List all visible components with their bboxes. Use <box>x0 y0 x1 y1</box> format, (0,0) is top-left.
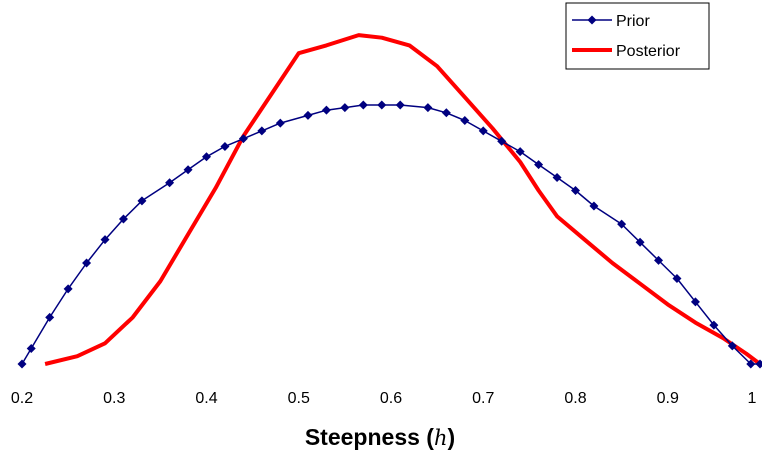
data-point <box>45 312 55 322</box>
series-prior <box>17 100 762 369</box>
data-point <box>358 100 368 110</box>
data-point <box>257 126 267 136</box>
data-point <box>727 341 737 351</box>
legend-box <box>565 2 710 70</box>
series-posterior <box>44 33 762 366</box>
data-point <box>709 320 719 330</box>
data-point <box>755 359 762 369</box>
x-tick-label: 0.3 <box>103 390 125 407</box>
data-point <box>635 237 645 247</box>
data-point <box>202 152 211 162</box>
data-point <box>100 235 110 245</box>
data-point <box>672 274 682 284</box>
data-point <box>423 103 433 113</box>
data-point <box>118 214 128 224</box>
data-point <box>303 110 313 120</box>
data-point <box>321 105 331 115</box>
data-point <box>17 359 27 369</box>
data-point <box>552 173 562 183</box>
x-tick-label: 0.8 <box>564 390 586 407</box>
x-tick-label: 0.6 <box>380 390 402 407</box>
x-tick-label: 0.4 <box>195 390 217 407</box>
data-point <box>515 147 525 157</box>
data-point <box>165 178 175 188</box>
data-point <box>82 258 92 268</box>
data-point <box>571 185 580 195</box>
x-tick-label: 0.5 <box>288 390 310 407</box>
data-point <box>183 165 193 175</box>
data-point <box>340 103 350 113</box>
data-point <box>395 100 405 110</box>
series-line-prior <box>21 104 760 365</box>
data-point <box>534 160 544 170</box>
legend-marker-prior <box>587 15 597 25</box>
x-axis-title: Steepness (h) <box>305 424 455 450</box>
data-point <box>617 219 627 229</box>
data-point <box>377 100 387 110</box>
legend-label-prior: Prior <box>616 13 650 30</box>
data-point <box>275 118 285 128</box>
data-point <box>441 108 451 118</box>
data-point <box>460 116 470 126</box>
data-point <box>690 297 700 307</box>
data-point <box>654 255 664 265</box>
data-point <box>497 136 507 146</box>
legend-item-prior: Prior <box>572 13 650 30</box>
x-tick-label: 1 <box>748 390 757 407</box>
legend: Prior Posterior <box>565 2 710 70</box>
data-point <box>220 141 230 151</box>
data-point <box>26 343 36 353</box>
x-tick-label: 0.7 <box>472 390 494 407</box>
x-tick-label: 0.2 <box>11 390 33 407</box>
legend-label-posterior: Posterior <box>616 43 681 60</box>
series-line-posterior <box>44 33 762 366</box>
data-point <box>746 359 756 369</box>
data-point <box>238 134 248 144</box>
x-tick-label: 0.9 <box>657 390 679 407</box>
legend-item-posterior: Posterior <box>572 43 681 60</box>
data-point <box>63 284 73 294</box>
data-point <box>589 201 599 211</box>
data-point <box>478 126 488 136</box>
data-point <box>137 196 147 206</box>
x-axis: 0.2 0.3 0.4 0.5 0.6 0.7 0.8 0.9 1 <box>11 390 757 407</box>
plot-area <box>17 33 762 369</box>
